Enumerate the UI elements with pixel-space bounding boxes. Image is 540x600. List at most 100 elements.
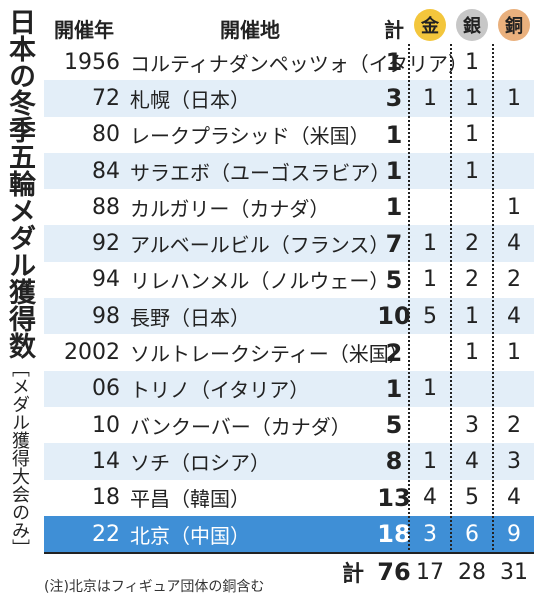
- cell-location: 北京（中国）: [130, 523, 250, 548]
- cell-location: 長野（日本）: [130, 305, 250, 330]
- cell-bronze: 3: [507, 448, 521, 474]
- cell-silver: 1: [465, 85, 479, 111]
- cell-bronze: [498, 371, 530, 407]
- header-total: 計: [384, 18, 404, 42]
- cell-year: 14: [92, 448, 120, 474]
- cell-year: 72: [92, 85, 120, 111]
- table-row: 84 サラエボ（ユーゴスラビア） 1 1: [44, 152, 534, 190]
- table-row: 94 リレハンメル（ノルウェー） 5 1 2 2: [44, 262, 534, 298]
- footnote: (注)北京はフィギュア団体の銅含む: [44, 579, 265, 595]
- cell-total: 1: [385, 48, 403, 77]
- cell-silver: 1: [465, 303, 479, 329]
- cell-total: 13: [377, 483, 411, 512]
- totals-row: 計 76 17 28 31: [44, 552, 534, 590]
- cell-year: 06: [92, 376, 120, 402]
- cell-silver: 6: [465, 521, 479, 547]
- cell-gold: [414, 44, 446, 80]
- cell-gold: [414, 117, 446, 153]
- cell-bronze: [498, 153, 530, 189]
- cell-location: バンクーバー（カナダ）: [130, 414, 351, 439]
- cell-bronze: [498, 44, 530, 80]
- table-row: 80 レークプラシッド（米国） 1 1: [44, 117, 534, 153]
- cell-bronze: 2: [507, 267, 521, 293]
- cell-silver: 2: [465, 267, 479, 293]
- cell-total: 3: [385, 84, 403, 113]
- cell-silver: 1: [465, 158, 479, 184]
- header-year: 開催年: [54, 18, 114, 42]
- cell-location: レークプラシッド（米国）: [130, 124, 370, 149]
- cell-location: ソチ（ロシア）: [130, 450, 270, 475]
- gold-medal-icon: 金: [414, 9, 446, 41]
- table-row: 2002 ソルトレークシティー（米国） 2 1 1: [44, 334, 534, 370]
- cell-location: アルベールビル（フランス）: [130, 233, 390, 258]
- cell-location: 平昌（韓国）: [130, 487, 250, 512]
- cell-bronze: 1: [507, 85, 521, 111]
- cell-total: 8: [385, 447, 403, 476]
- cell-silver: 1: [465, 49, 479, 75]
- medal-table: 開催年 開催地 計 金 銀 銅 1956 コルティナダンペッツォ（イタリア） 1 1 7…: [44, 8, 534, 587]
- table-row: 72 札幌（日本） 3 1 1 1: [44, 80, 534, 117]
- cell-silver: 2: [465, 231, 479, 257]
- cell-total: 5: [385, 265, 403, 294]
- totals-label: 計: [341, 562, 364, 587]
- column-divider: [408, 44, 410, 554]
- cell-bronze: 2: [507, 412, 521, 438]
- cell-gold: [414, 334, 446, 370]
- silver-medal-icon: 銀: [456, 9, 488, 41]
- cell-total: 18: [377, 520, 411, 548]
- cell-silver: 5: [465, 485, 479, 511]
- cell-year: 2002: [64, 340, 120, 366]
- cell-gold: 4: [423, 485, 437, 511]
- cell-year: 98: [92, 303, 120, 329]
- cell-location: ソルトレークシティー（米国）: [130, 342, 409, 367]
- cell-location: リレハンメル（ノルウェー）: [130, 269, 390, 294]
- cell-gold: 5: [423, 303, 437, 329]
- cell-silver: [456, 189, 488, 225]
- cell-bronze: 4: [507, 485, 521, 511]
- cell-year: 92: [92, 231, 120, 257]
- cell-bronze: 1: [507, 340, 521, 366]
- table-row: 92 アルベールビル（フランス） 7 1 2 4: [44, 225, 534, 262]
- cell-bronze: 4: [507, 303, 521, 329]
- cell-year: 88: [92, 194, 120, 220]
- cell-location: サラエボ（ユーゴスラビア）: [130, 160, 391, 185]
- title-main: 日本の冬季五輪メダル獲得数: [4, 8, 35, 359]
- column-divider: [492, 44, 494, 554]
- cell-gold: [414, 153, 446, 189]
- cell-total: 1: [385, 157, 403, 186]
- cell-bronze: [498, 117, 530, 153]
- cell-silver: 3: [465, 412, 479, 438]
- title-sub: ［メダル獲得大会のみ］: [9, 359, 30, 554]
- cell-silver: 1: [465, 122, 479, 148]
- cell-silver: 1: [465, 340, 479, 366]
- bronze-medal-icon: 銅: [498, 9, 530, 41]
- cell-gold: 1: [423, 448, 437, 474]
- cell-silver: [456, 371, 488, 407]
- chart-title: 日本の冬季五輪メダル獲得数［メダル獲得大会のみ］: [2, 8, 36, 554]
- table-row: 98 長野（日本） 10 5 1 4: [44, 298, 534, 335]
- header-location: 開催地: [220, 18, 280, 42]
- cell-gold: [414, 189, 446, 225]
- cell-gold: 1: [423, 376, 437, 402]
- cell-total: 1: [385, 120, 403, 149]
- table-row: 06 トリノ（イタリア） 1 1: [44, 370, 534, 407]
- cell-gold: 1: [423, 231, 437, 257]
- table-row: 10 バンクーバー（カナダ） 5 3 2: [44, 407, 534, 443]
- cell-gold: [414, 407, 446, 443]
- cell-year: 1956: [64, 49, 120, 75]
- cell-location: コルティナダンペッツォ（イタリア）: [130, 51, 468, 76]
- totals-total: 76: [377, 558, 411, 586]
- cell-total: 1: [385, 193, 403, 222]
- table-header: 開催年 開催地 計 金 銀 銅: [44, 8, 534, 44]
- cell-year: 84: [92, 158, 120, 184]
- table-row: 22 北京（中国） 18 3 6 9: [44, 515, 534, 553]
- table-row: 14 ソチ（ロシア） 8 1 4 3: [44, 443, 534, 480]
- cell-gold: 1: [423, 85, 437, 111]
- cell-location: トリノ（イタリア）: [130, 378, 310, 403]
- cell-gold: 1: [423, 267, 437, 293]
- cell-bronze: 4: [507, 231, 521, 257]
- totals-gold: 17: [416, 559, 444, 585]
- cell-year: 80: [92, 122, 120, 148]
- table-body: 1956 コルティナダンペッツォ（イタリア） 1 1 72 札幌（日本） 3 1 1 1 80 レーク…: [44, 44, 534, 553]
- table-row: 1956 コルティナダンペッツォ（イタリア） 1 1: [44, 44, 534, 80]
